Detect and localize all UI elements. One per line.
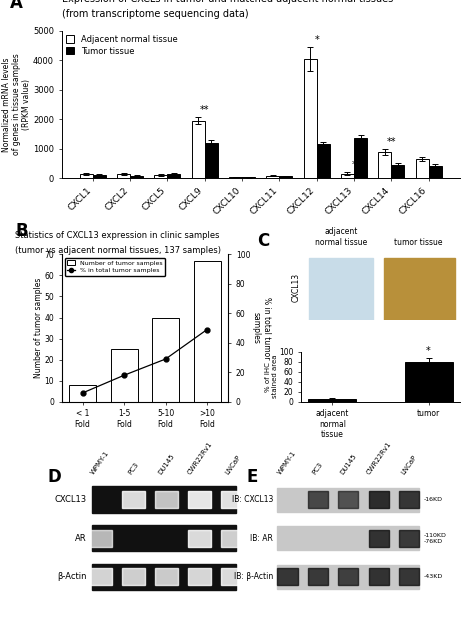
Legend: Adjacent normal tissue, Tumor tissue: Adjacent normal tissue, Tumor tissue xyxy=(66,35,178,56)
Text: D: D xyxy=(47,468,61,486)
Bar xyxy=(277,568,298,586)
Bar xyxy=(308,568,328,586)
Text: AR: AR xyxy=(75,534,86,543)
Bar xyxy=(309,258,373,320)
Bar xyxy=(354,138,367,178)
Text: *: * xyxy=(426,346,431,356)
Bar xyxy=(308,491,328,508)
Text: (from transcriptome sequencing data): (from transcriptome sequencing data) xyxy=(62,9,248,19)
Bar xyxy=(368,491,389,508)
Bar xyxy=(188,530,211,547)
Text: IB: CXCL13: IB: CXCL13 xyxy=(232,495,273,504)
Bar xyxy=(277,526,419,550)
Bar xyxy=(130,176,143,178)
Text: CWR22Rv1: CWR22Rv1 xyxy=(186,441,213,476)
Text: E: E xyxy=(247,468,258,486)
Text: **: ** xyxy=(200,105,210,115)
Bar xyxy=(167,174,181,178)
Bar xyxy=(392,165,404,178)
Bar xyxy=(193,261,220,402)
Text: adjacent
normal tissue: adjacent normal tissue xyxy=(315,227,367,247)
Bar xyxy=(404,362,453,402)
Text: LNCaP: LNCaP xyxy=(224,454,242,476)
Bar xyxy=(69,385,96,402)
Text: β-Actin: β-Actin xyxy=(57,573,86,581)
Bar xyxy=(205,143,218,178)
Bar xyxy=(155,568,178,586)
Text: C: C xyxy=(257,231,269,249)
Text: tumor tissue: tumor tissue xyxy=(394,238,443,247)
Bar xyxy=(122,491,145,508)
Bar xyxy=(399,491,419,508)
Bar xyxy=(93,175,106,178)
Bar xyxy=(279,176,292,178)
Bar xyxy=(378,152,392,178)
Bar xyxy=(428,167,442,178)
Bar xyxy=(242,177,255,178)
Bar xyxy=(80,174,93,178)
Text: -16KD: -16KD xyxy=(423,497,442,502)
Text: CWR22Rv1: CWR22Rv1 xyxy=(365,441,392,476)
Y-axis label: Normalized mRNA levels
of genes in tissue samples
(RPKM value): Normalized mRNA levels of genes in tissu… xyxy=(2,54,31,155)
Text: -110KD
-76KD: -110KD -76KD xyxy=(423,533,446,544)
Bar xyxy=(277,565,419,589)
Bar xyxy=(188,491,211,508)
Bar xyxy=(309,399,356,402)
Text: A: A xyxy=(10,0,23,12)
Text: -43KD: -43KD xyxy=(423,574,443,579)
Bar xyxy=(399,530,419,547)
Bar xyxy=(155,175,167,178)
Legend: Number of tumor samples, % in total tumor samples: Number of tumor samples, % in total tumo… xyxy=(65,257,165,276)
Bar xyxy=(152,318,179,402)
Text: *: * xyxy=(314,35,319,44)
Bar xyxy=(266,176,279,178)
Y-axis label: % of IHC
stained area: % of IHC stained area xyxy=(264,355,278,399)
Bar xyxy=(122,568,145,586)
Bar xyxy=(229,177,242,178)
Bar xyxy=(338,568,358,586)
Text: CXCL13: CXCL13 xyxy=(292,273,301,302)
Text: PC3: PC3 xyxy=(311,461,324,476)
Bar xyxy=(191,121,205,178)
Text: WPMY-1: WPMY-1 xyxy=(277,450,298,476)
Bar xyxy=(341,174,354,178)
Bar xyxy=(89,568,112,586)
Text: PC3: PC3 xyxy=(127,461,140,476)
Bar xyxy=(188,568,211,586)
Bar xyxy=(368,530,389,547)
Bar xyxy=(221,568,244,586)
Text: B: B xyxy=(15,222,27,240)
Bar xyxy=(221,530,244,547)
Y-axis label: Number of tumor samples: Number of tumor samples xyxy=(34,278,43,378)
Text: WPMY-1: WPMY-1 xyxy=(90,450,111,476)
Text: (tumor vs adjacent normal tissues, 137 samples): (tumor vs adjacent normal tissues, 137 s… xyxy=(15,246,221,255)
Text: Statistics of CXCL13 expression in clinic samples: Statistics of CXCL13 expression in clini… xyxy=(15,231,219,240)
Text: **: ** xyxy=(387,137,396,147)
Bar xyxy=(91,563,236,590)
Bar xyxy=(368,568,389,586)
Bar xyxy=(221,491,244,508)
Text: DU145: DU145 xyxy=(157,453,176,476)
Bar xyxy=(383,258,455,320)
Text: CXCL13: CXCL13 xyxy=(54,495,86,504)
Bar xyxy=(416,159,428,178)
Text: Expression of CXCLs in tumor and matched adjacent normal tissues: Expression of CXCLs in tumor and matched… xyxy=(62,0,393,4)
Bar xyxy=(89,530,112,547)
Bar xyxy=(155,491,178,508)
Bar xyxy=(91,486,236,513)
Bar xyxy=(277,487,419,511)
Bar xyxy=(110,349,137,402)
Bar xyxy=(117,174,130,178)
Bar xyxy=(317,144,330,178)
Text: DU145: DU145 xyxy=(339,453,357,476)
Text: *: * xyxy=(352,160,356,170)
Y-axis label: % in total tumor
samples: % in total tumor samples xyxy=(252,297,271,359)
Bar xyxy=(399,568,419,586)
Bar xyxy=(304,59,317,178)
Bar xyxy=(338,491,358,508)
Text: IB: β-Actin: IB: β-Actin xyxy=(234,573,273,581)
Bar xyxy=(91,525,236,552)
Text: LNCaP: LNCaP xyxy=(400,454,418,476)
Text: IB: AR: IB: AR xyxy=(250,534,273,543)
